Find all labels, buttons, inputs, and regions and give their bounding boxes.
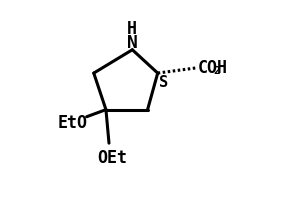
Text: 2: 2 (213, 66, 220, 76)
Text: OEt: OEt (97, 149, 127, 166)
Text: EtO: EtO (57, 113, 87, 131)
Text: CO: CO (197, 59, 217, 77)
Text: H: H (127, 20, 137, 38)
Text: N: N (127, 34, 138, 51)
Text: H: H (217, 59, 226, 77)
Text: S: S (159, 75, 168, 90)
